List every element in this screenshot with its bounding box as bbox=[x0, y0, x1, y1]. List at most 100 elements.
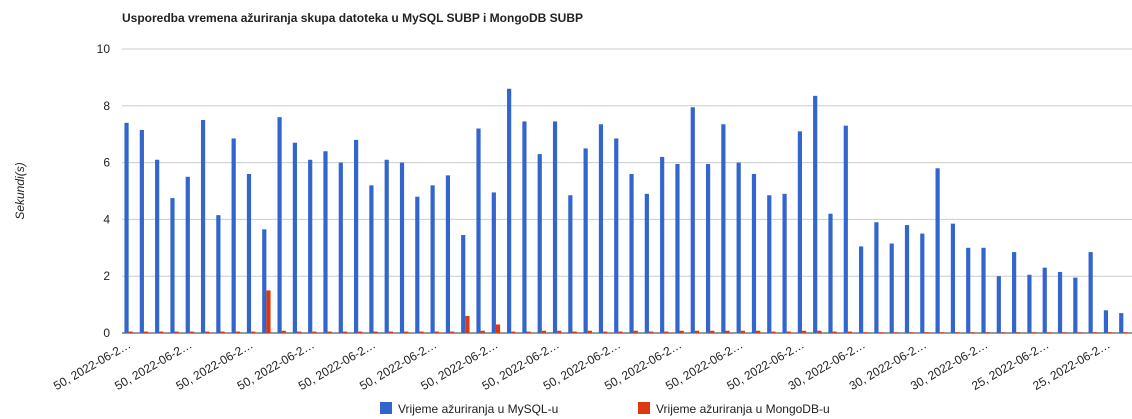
bar bbox=[235, 331, 240, 333]
bar bbox=[323, 151, 328, 333]
bar bbox=[205, 331, 210, 333]
bar bbox=[981, 247, 986, 333]
bar bbox=[353, 139, 359, 333]
bar bbox=[598, 124, 604, 333]
y-axis-label: Sekundi(s) bbox=[13, 162, 27, 219]
bar bbox=[904, 225, 910, 333]
bar bbox=[216, 215, 221, 333]
bar bbox=[847, 331, 853, 333]
bar bbox=[1123, 332, 1128, 333]
bar bbox=[1092, 332, 1097, 333]
y-tick-label: 8 bbox=[103, 99, 110, 113]
bar bbox=[430, 185, 435, 333]
y-tick-label: 2 bbox=[103, 269, 110, 283]
bar bbox=[369, 185, 374, 333]
bar bbox=[124, 122, 129, 333]
bar bbox=[434, 331, 439, 333]
chart-title: Usporedba vremena ažuriranja skupa datot… bbox=[122, 11, 583, 25]
bar bbox=[710, 330, 715, 333]
bar bbox=[1057, 271, 1063, 333]
bar bbox=[1119, 313, 1124, 333]
bar bbox=[614, 138, 619, 333]
bar bbox=[507, 88, 512, 333]
bar bbox=[664, 331, 669, 333]
bar bbox=[970, 332, 975, 333]
bar bbox=[1077, 332, 1082, 333]
bar bbox=[220, 331, 225, 333]
bar bbox=[648, 331, 654, 333]
bar bbox=[889, 243, 894, 333]
bar bbox=[618, 331, 623, 333]
bar bbox=[1000, 332, 1006, 333]
bar bbox=[491, 192, 496, 333]
bar bbox=[568, 195, 573, 333]
bar bbox=[858, 246, 864, 333]
bar bbox=[924, 332, 929, 333]
bar bbox=[966, 247, 971, 333]
bar bbox=[419, 331, 424, 333]
bar bbox=[660, 156, 665, 333]
bar bbox=[541, 330, 547, 333]
bar bbox=[155, 159, 160, 333]
bar bbox=[143, 331, 149, 333]
bar bbox=[587, 330, 592, 333]
bar bbox=[373, 331, 378, 333]
bar bbox=[828, 213, 833, 333]
y-tick-label: 0 bbox=[103, 326, 110, 340]
bar bbox=[296, 331, 302, 333]
bar bbox=[308, 159, 313, 333]
bar bbox=[694, 330, 700, 333]
bar bbox=[633, 330, 638, 333]
bar bbox=[495, 324, 501, 333]
bar bbox=[342, 331, 348, 333]
bar bbox=[679, 330, 684, 333]
bar bbox=[843, 125, 848, 334]
bar bbox=[404, 331, 409, 333]
bar bbox=[476, 128, 481, 333]
bar bbox=[725, 330, 730, 333]
bar bbox=[832, 331, 837, 333]
legend-label: Vrijeme ažuriranja u MySQL-u bbox=[398, 402, 558, 416]
bar bbox=[629, 173, 634, 333]
bar bbox=[675, 164, 680, 333]
bar bbox=[159, 331, 164, 333]
bar bbox=[384, 159, 389, 333]
bar bbox=[445, 175, 451, 333]
bar bbox=[935, 168, 940, 333]
bar bbox=[262, 229, 267, 333]
bar bbox=[292, 142, 297, 333]
bar bbox=[399, 162, 405, 333]
bar bbox=[817, 330, 822, 333]
bar bbox=[782, 193, 787, 333]
bar bbox=[415, 196, 420, 333]
bar bbox=[1046, 332, 1052, 333]
bar bbox=[189, 331, 195, 333]
bar bbox=[480, 330, 485, 333]
bar bbox=[461, 235, 466, 333]
bar bbox=[797, 131, 802, 333]
bar bbox=[603, 331, 608, 333]
bar bbox=[388, 331, 394, 333]
bar bbox=[893, 332, 899, 333]
bar bbox=[909, 332, 914, 333]
bar bbox=[277, 117, 282, 333]
bar bbox=[185, 176, 190, 333]
bar bbox=[1042, 267, 1047, 333]
bar bbox=[266, 290, 271, 333]
bar bbox=[358, 331, 363, 333]
bar bbox=[511, 331, 516, 333]
legend-label: Vrijeme ažuriranja u MongoDB-u bbox=[656, 402, 830, 416]
bar bbox=[1016, 332, 1021, 333]
bar bbox=[200, 120, 206, 333]
bar bbox=[312, 331, 317, 333]
bar bbox=[1108, 332, 1113, 333]
bar bbox=[1012, 252, 1017, 333]
bar bbox=[1088, 252, 1093, 333]
bar bbox=[756, 330, 761, 333]
bar bbox=[690, 107, 695, 333]
bar bbox=[920, 233, 925, 333]
bar bbox=[801, 330, 807, 333]
bar bbox=[246, 173, 252, 333]
bar bbox=[128, 331, 133, 333]
